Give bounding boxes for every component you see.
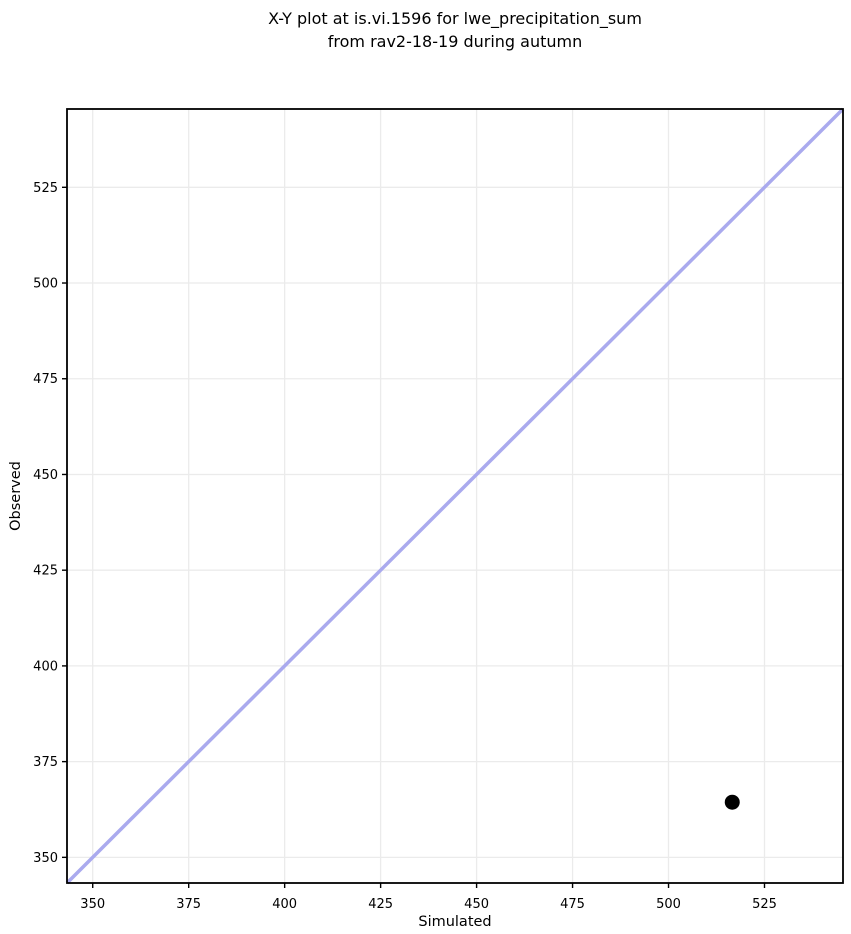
x-tick-label: 375: [176, 897, 201, 912]
y-tick-label: 450: [33, 468, 58, 483]
chart-title: X-Y plot at is.vi.1596 for lwe_precipita…: [67, 7, 843, 53]
chart-title-line-2: from rav2-18-19 during autumn: [327, 32, 583, 51]
chart-title-line-1: X-Y plot at is.vi.1596 for lwe_precipita…: [268, 9, 642, 28]
axes-box: [66, 108, 844, 884]
x-tick-label: 425: [368, 897, 393, 912]
y-tick-label: 500: [33, 277, 58, 292]
y-tick-label: 525: [33, 181, 58, 196]
y-tick-label: 475: [33, 372, 58, 387]
y-tick-label: 400: [33, 659, 58, 674]
y-tick-label: 425: [33, 564, 58, 579]
x-tick-label: 525: [752, 897, 777, 912]
x-tick-label: 475: [560, 897, 585, 912]
x-tick-label: 350: [80, 897, 105, 912]
y-tick-label: 375: [33, 755, 58, 770]
x-axis-label: Simulated: [418, 914, 491, 930]
x-tick-label: 450: [464, 897, 489, 912]
observed-vs-simulated-point: [724, 794, 740, 810]
y-axis-label: Observed: [8, 461, 24, 531]
identity-line: [65, 107, 845, 885]
x-tick-label: 500: [656, 897, 681, 912]
y-tick-label: 350: [33, 851, 58, 866]
x-tick-label: 400: [272, 897, 297, 912]
